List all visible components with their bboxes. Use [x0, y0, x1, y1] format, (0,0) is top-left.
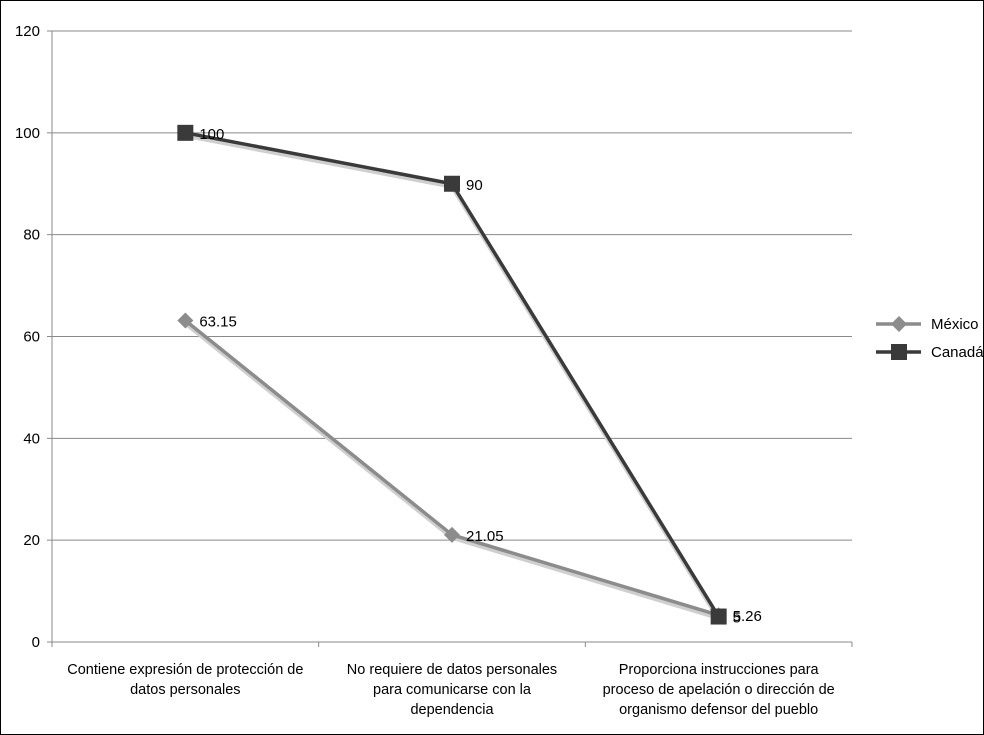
category-label-line: datos personales: [130, 682, 240, 698]
data-label: 5: [733, 610, 741, 627]
legend: México Canadá: [876, 316, 983, 361]
data-labels: 63.15 21.05 5.26 100 90 5: [199, 126, 762, 627]
series-line-shadow: [184, 321, 720, 621]
category-labels: Contiene expresión de protección de datos…: [67, 662, 835, 718]
y-tick-labels: 0 20 40 60 80 100 120: [15, 23, 40, 651]
data-point-square: [177, 124, 194, 141]
data-point-diamond: [444, 526, 460, 543]
data-label: 100: [199, 126, 224, 143]
series-line-shadow: [184, 133, 721, 621]
data-point-diamond: [177, 312, 194, 329]
data-label: 90: [466, 177, 483, 194]
category-label-line: dependencia: [410, 702, 494, 718]
category-label-line: Proporciona instrucciones para: [619, 662, 820, 678]
legend-label: México: [931, 316, 979, 333]
y-tick-label: 40: [23, 430, 40, 447]
category-label-line: para comunicarse con la: [373, 682, 532, 698]
y-tick-label: 60: [23, 329, 40, 346]
data-point-square: [710, 608, 727, 625]
category-label-line: proceso de apelación o dirección de: [603, 682, 835, 698]
y-tick-label: 0: [32, 634, 40, 651]
data-label: 63.15: [199, 313, 237, 330]
category-label: Contiene expresión de protección de datos…: [67, 662, 303, 698]
category-label: No requiere de datos personales para comu…: [347, 662, 557, 718]
series-line-1: [185, 131, 721, 618]
category-label-line: No requiere de datos personales: [347, 662, 557, 678]
legend-marker-square: [891, 344, 907, 360]
category-label: Proporciona instrucciones para proceso de…: [603, 662, 835, 718]
category-label-line: Contiene expresión de protección de: [67, 662, 303, 678]
category-label-line: organismo defensor del pueblo: [619, 702, 818, 718]
legend-label: Canadá: [931, 344, 983, 361]
y-tick-label: 20: [23, 532, 40, 549]
legend-marker-diamond: [891, 316, 907, 332]
data-label: 5.26: [733, 608, 762, 625]
data-point-square: [444, 175, 460, 192]
series-group: [177, 124, 727, 625]
axes: [47, 30, 853, 647]
gridlines: [52, 30, 852, 541]
data-label: 21.05: [466, 528, 504, 545]
y-tick-label: 120: [15, 23, 40, 40]
series-line-0: [184, 319, 720, 617]
y-tick-label: 80: [23, 227, 40, 244]
y-tick-label: 100: [15, 125, 40, 142]
